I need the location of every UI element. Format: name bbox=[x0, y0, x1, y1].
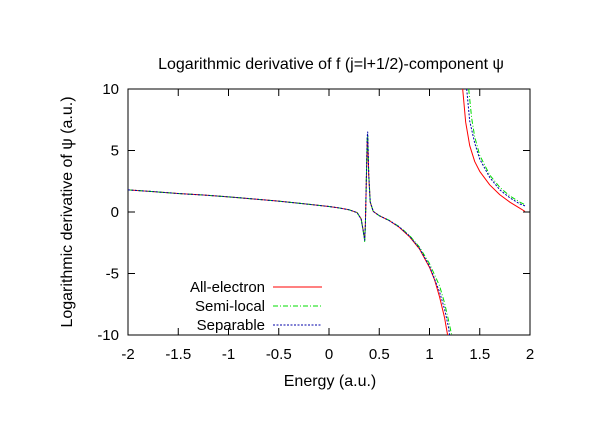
x-tick-label: -1 bbox=[222, 346, 235, 363]
y-tick-label: 5 bbox=[111, 143, 119, 160]
series-line-separable bbox=[128, 131, 451, 335]
y-tick-label: -5 bbox=[106, 266, 119, 283]
legend-label: Semi-local bbox=[195, 298, 265, 315]
legend-label: Separable bbox=[197, 317, 265, 334]
x-tick-label: 1.5 bbox=[469, 346, 490, 363]
series-line-separable bbox=[466, 89, 526, 207]
y-tick-label: -10 bbox=[97, 327, 119, 344]
x-tick-label: -1.5 bbox=[165, 346, 191, 363]
series-layer bbox=[128, 89, 526, 335]
x-tick-label: 0 bbox=[325, 346, 333, 363]
x-tick-label: 1 bbox=[425, 346, 433, 363]
legend: All-electron Semi-local Separable bbox=[190, 279, 322, 334]
legend-label: All-electron bbox=[190, 279, 265, 296]
x-axis-label: Energy (a.u.) bbox=[284, 373, 376, 390]
plot-area: -2 -1.5 -1 -0.5 0 0.5 1 1.5 2 -10 -5 0 5 10 bbox=[97, 81, 534, 363]
x-tick-label: -0.5 bbox=[266, 346, 292, 363]
series-line-all-electron bbox=[462, 89, 526, 212]
x-tick-label: -2 bbox=[121, 346, 134, 363]
y-tick-label: 10 bbox=[102, 81, 119, 98]
chart-title: Logarithmic derivative of f (j=l+1/2)-co… bbox=[158, 56, 504, 73]
y-tick-label: 0 bbox=[111, 204, 119, 221]
y-axis-label: Logarithmic derivative of ψ (a.u.) bbox=[59, 96, 76, 327]
x-tick-label: 2 bbox=[526, 346, 534, 363]
x-tick-label: 0.5 bbox=[369, 346, 390, 363]
ticks-layer: -2 -1.5 -1 -0.5 0 0.5 1 1.5 2 -10 -5 0 5 10 bbox=[97, 81, 534, 363]
